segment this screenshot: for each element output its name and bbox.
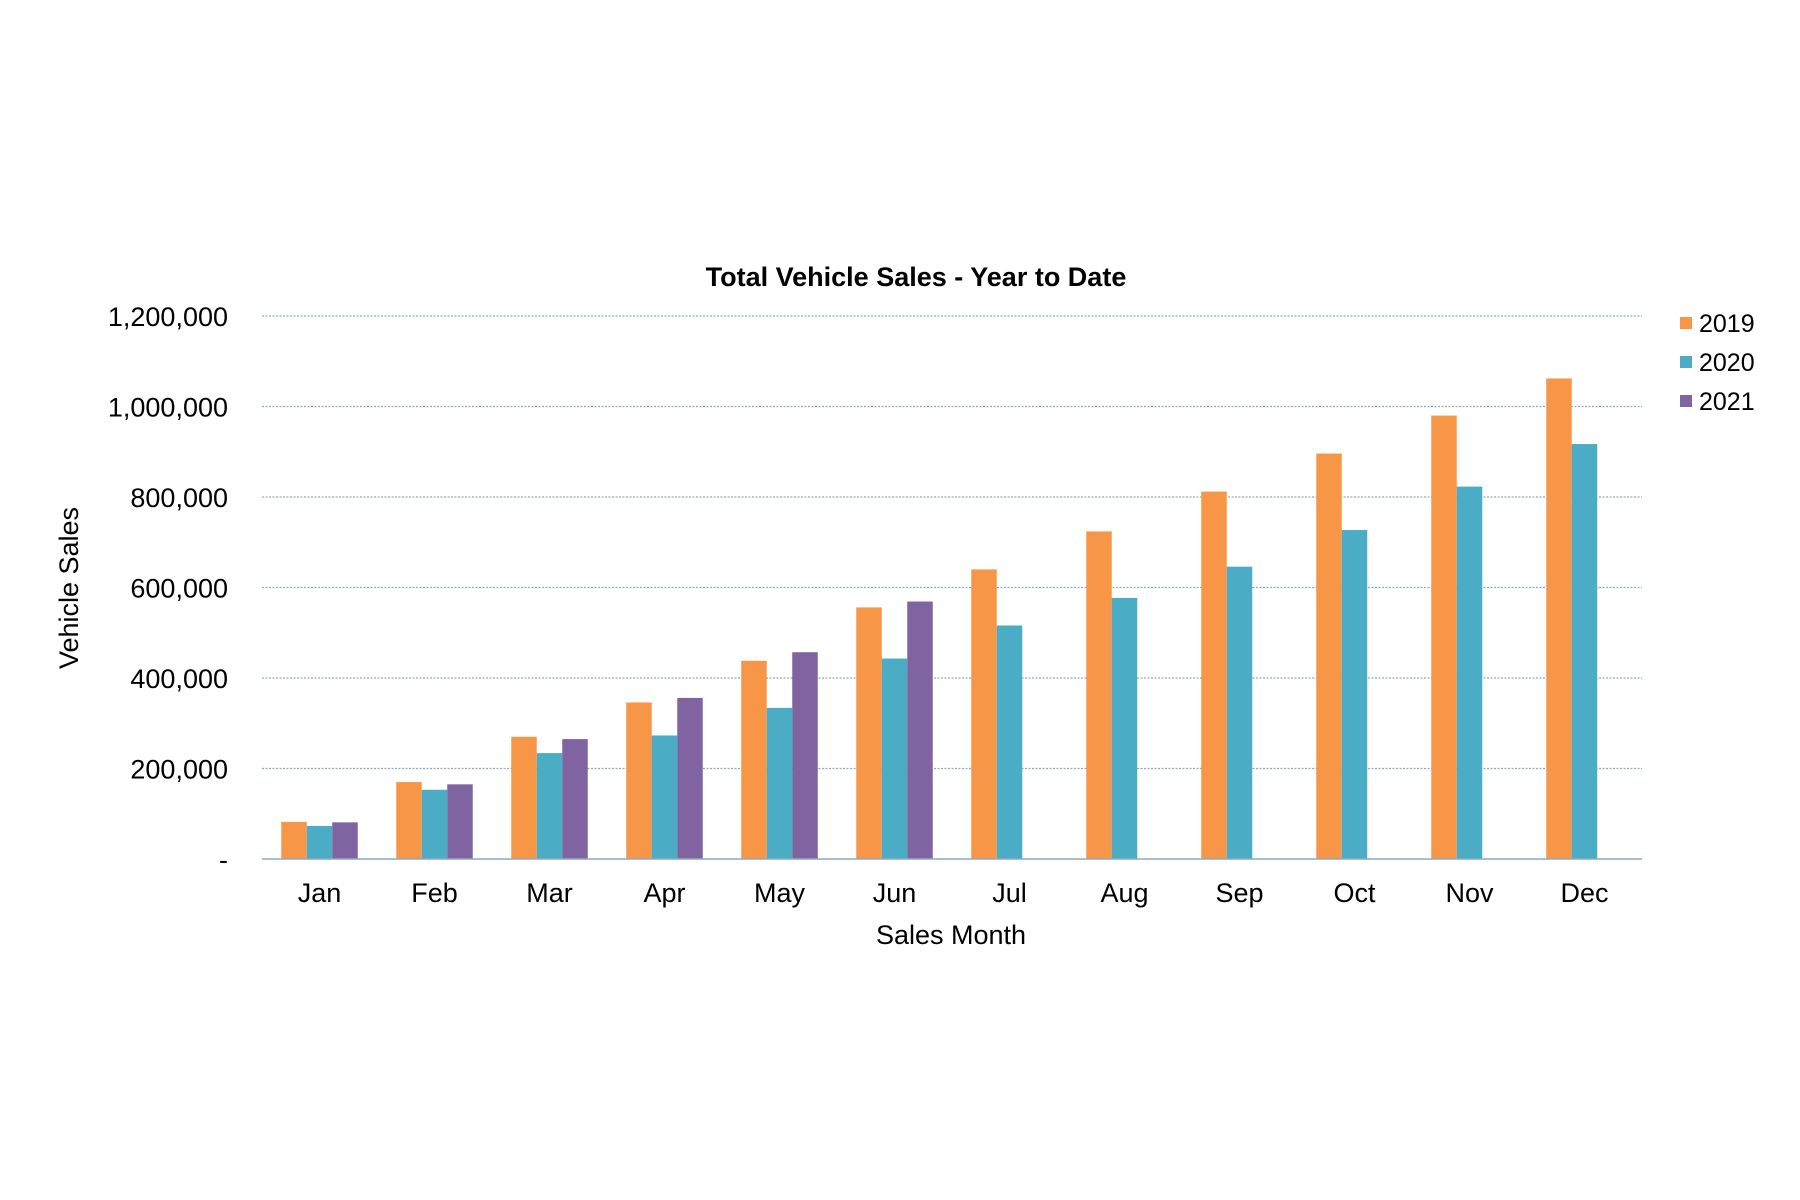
y-tick-label: 1,200,000: [108, 302, 228, 332]
x-tick-label: Aug: [1100, 878, 1148, 908]
bar-2020-feb: [421, 789, 448, 859]
bar-2021-jun: [907, 601, 933, 859]
y-tick-label: 800,000: [130, 483, 228, 513]
x-tick-label: Jan: [298, 878, 342, 908]
bar-2020-jan: [306, 825, 333, 859]
bar-2019-oct: [1316, 453, 1342, 859]
bar-2020-apr: [651, 735, 678, 859]
bar-2019-apr: [626, 702, 652, 859]
bar-2020-mar: [536, 753, 563, 859]
bar-2020-aug: [1111, 597, 1138, 859]
x-tick-label: May: [754, 878, 806, 908]
chart-title: Total Vehicle Sales - Year to Date: [706, 262, 1127, 292]
x-tick-label: Jun: [873, 878, 917, 908]
y-tick-label: 400,000: [130, 664, 228, 694]
bar-2020-jul: [996, 625, 1023, 859]
x-tick-label: Dec: [1560, 878, 1608, 908]
x-axis-label: Sales Month: [876, 920, 1026, 950]
bar-2019-may: [741, 660, 767, 859]
x-tick-label: Mar: [526, 878, 573, 908]
bar-2019-jan: [281, 821, 307, 859]
y-tick-label: 200,000: [130, 755, 228, 785]
x-tick-label: Oct: [1333, 878, 1376, 908]
bar-2021-feb: [447, 784, 473, 859]
x-tick-label: Apr: [643, 878, 685, 908]
bar-2020-nov: [1456, 486, 1483, 859]
legend-label: 2019: [1699, 310, 1755, 338]
bar-2019-jul: [971, 569, 997, 859]
x-tick-label: Feb: [411, 878, 458, 908]
bar-2020-dec: [1571, 444, 1598, 859]
legend-swatch: [1680, 356, 1692, 368]
y-tick-label: 1,000,000: [108, 393, 228, 423]
bar-2019-nov: [1431, 415, 1457, 859]
legend-label: 2020: [1699, 349, 1755, 377]
bar-2019-jun: [856, 607, 882, 859]
legend: 2019 2020 2021: [1680, 310, 1755, 416]
bar-2020-jun: [881, 658, 908, 859]
legend-label: 2021: [1699, 388, 1755, 416]
x-tick-label: Sep: [1215, 878, 1263, 908]
bar-2021-mar: [562, 739, 588, 859]
bar-2019-mar: [511, 736, 537, 859]
legend-swatch: [1680, 395, 1692, 407]
bar-2020-sep: [1226, 566, 1253, 859]
bar-2019-aug: [1086, 531, 1112, 859]
x-tick-label: Nov: [1445, 878, 1494, 908]
x-tick-label: Jul: [992, 878, 1027, 908]
bar-2021-may: [792, 652, 818, 859]
y-tick-label: -: [219, 845, 228, 875]
y-axis-label: Vehicle Sales: [54, 507, 84, 669]
y-tick-label: 600,000: [130, 574, 228, 604]
bar-2021-jan: [332, 822, 358, 859]
legend-swatch: [1680, 317, 1692, 329]
gridlines: [262, 315, 1642, 770]
bar-2019-feb: [396, 782, 422, 859]
bar-2020-may: [766, 707, 793, 859]
bar-2020-oct: [1341, 530, 1368, 859]
bar-2019-dec: [1546, 378, 1572, 859]
bar-2021-apr: [677, 697, 703, 859]
bars: [281, 378, 1598, 859]
x-axis-ticks: Jan Feb Mar Apr May Jun Jul Aug Sep Oct Nov Dec: [298, 878, 1609, 908]
bar-2019-sep: [1201, 491, 1227, 859]
y-axis-ticks: - 200,000 400,000 600,000 800,000 1,000,000 1,…: [108, 302, 228, 875]
